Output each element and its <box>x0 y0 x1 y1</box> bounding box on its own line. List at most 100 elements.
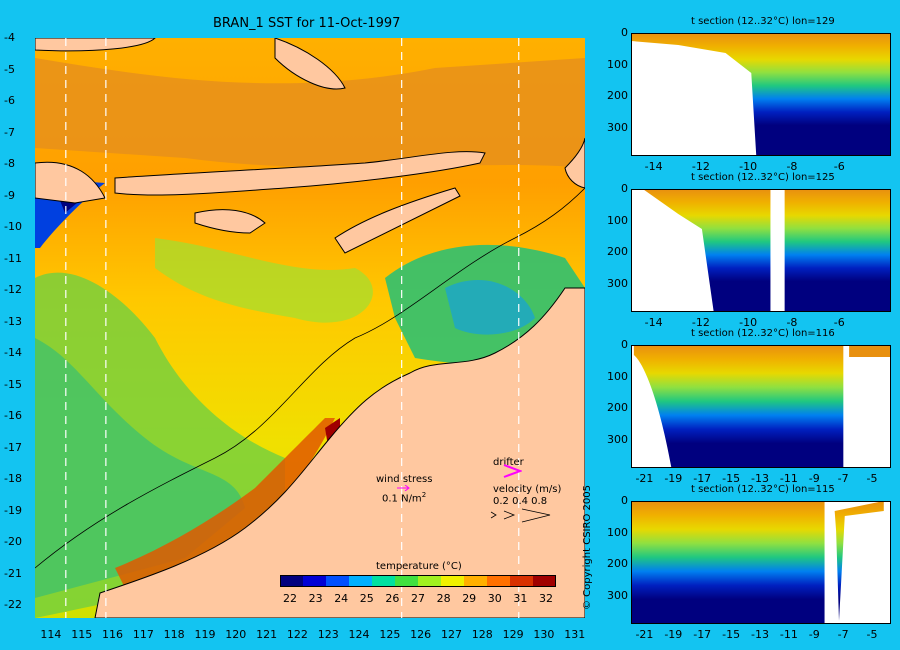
lat-tick-label: -11 <box>4 251 22 265</box>
section-plot <box>631 501 891 624</box>
velocity-label: velocity (m/s) <box>493 484 562 495</box>
lat-tick-label: -9 <box>808 472 820 485</box>
lat-tick-label: -15 <box>4 377 22 391</box>
lat-tick-label: -17 <box>693 628 712 641</box>
lat-tick-label: -13 <box>751 472 769 485</box>
lat-tick-label: -13 <box>751 628 769 641</box>
lat-tick-label: -16 <box>4 409 22 423</box>
lat-tick-label: -7 <box>837 628 849 641</box>
island-timor <box>334 187 461 254</box>
lon-tick-label: 128 <box>471 628 493 641</box>
colorbar-tick-label: 29 <box>462 592 477 605</box>
depth-tick-label: 300 <box>607 276 628 290</box>
colorbar-tick-label: 31 <box>513 592 528 605</box>
section-plot <box>631 345 891 468</box>
colorbar-title: temperature (°C) <box>376 561 462 572</box>
lat-tick-label: -19 <box>664 472 683 485</box>
island-sumba <box>194 209 266 234</box>
lon-tick-label: 118 <box>163 628 185 641</box>
lat-tick-label: -7 <box>4 125 15 139</box>
wind-stress-unit: 0.1 N/m2 <box>382 491 427 505</box>
lat-tick-label: -19 <box>664 628 683 641</box>
depth-tick-label: 100 <box>607 213 628 227</box>
depth-tick-label: 0 <box>621 494 628 507</box>
lat-tick-label: -14 <box>4 346 22 360</box>
colorbar-tick-label: 27 <box>411 592 425 605</box>
lat-tick-label: -14 <box>644 316 663 329</box>
section-lines <box>65 38 520 618</box>
lon-tick-label: 116 <box>102 628 124 641</box>
lat-tick-label: -18 <box>4 472 22 486</box>
colorbar-swatch <box>349 575 373 587</box>
island-lesser-sunda <box>114 151 486 196</box>
lat-tick-label: -5 <box>866 472 878 485</box>
lon-tick-label: 127 <box>440 628 462 641</box>
lat-tick-label: -9 <box>808 628 820 641</box>
lat-tick-label: -22 <box>4 598 22 612</box>
lat-tick-label: -20 <box>4 535 22 549</box>
colorbar-tick-label: 23 <box>308 592 323 605</box>
colorbar-tick-label: 26 <box>385 592 400 605</box>
depth-tick-label: 100 <box>607 369 628 383</box>
lat-tick-label: -11 <box>779 628 798 641</box>
drifter-arrow <box>503 464 522 478</box>
shelf-contour <box>35 187 585 569</box>
depth-tick-label: 300 <box>607 432 628 446</box>
colorbar-swatch <box>464 575 488 587</box>
section-patch <box>849 345 891 357</box>
lat-tick-label: -19 <box>4 503 22 517</box>
wind-stress-arrow <box>397 485 410 491</box>
lat-tick-label: -11 <box>779 472 798 485</box>
colorbar-swatch <box>372 575 396 587</box>
colorbar <box>280 575 556 587</box>
colorbar-swatch <box>326 575 350 587</box>
depth-tick-label: 200 <box>607 89 628 103</box>
colorbar-swatch <box>487 575 511 587</box>
island-sulawesi <box>35 38 156 52</box>
depth-tick-label: 300 <box>607 120 628 134</box>
island-flores <box>274 38 346 90</box>
lat-tick-label: -5 <box>866 628 878 641</box>
colorbar-swatch <box>533 575 556 587</box>
lat-tick-label: -17 <box>693 472 712 485</box>
colorbar-tick-label: 22 <box>283 592 297 605</box>
lon-tick-label: 122 <box>286 628 308 641</box>
lat-tick-label: -15 <box>722 628 741 641</box>
depth-tick-label: 100 <box>607 57 628 71</box>
lat-tick-label: -21 <box>635 628 654 641</box>
warm-band <box>35 58 585 168</box>
colorbar-swatch <box>510 575 534 587</box>
colorbar-tick-label: 24 <box>334 592 349 605</box>
colorbar-tick-label: 25 <box>359 592 374 605</box>
australia-land <box>94 287 585 618</box>
colorbar-swatch <box>280 575 304 587</box>
colorbar-swatch <box>303 575 327 587</box>
lat-tick-label: -12 <box>691 316 710 329</box>
lon-tick-label: 120 <box>225 628 247 641</box>
depth-tick-label: 200 <box>607 557 628 571</box>
lon-tick-label: 129 <box>502 628 524 641</box>
lat-tick-label: -10 <box>739 316 758 329</box>
lat-tick-label: -6 <box>833 160 845 173</box>
colorbar-swatch <box>418 575 442 587</box>
lon-tick-label: 119 <box>194 628 216 641</box>
lat-tick-label: -8 <box>4 157 15 171</box>
copyright-notice: © Copyright CSIRO 2005 <box>582 485 593 610</box>
lon-tick-label: 117 <box>132 628 154 641</box>
green-patches <box>155 238 373 323</box>
lat-tick-label: -6 <box>4 94 15 108</box>
island-java <box>35 161 106 204</box>
lat-tick-label: -10 <box>739 160 758 173</box>
section-plot <box>631 189 891 312</box>
lat-tick-label: -7 <box>837 472 849 485</box>
lat-tick-label: -4 <box>4 31 15 44</box>
drifter-label: drifter <box>493 457 524 468</box>
temperature-section <box>631 33 891 156</box>
lat-tick-label: -10 <box>4 220 22 234</box>
depth-tick-label: 100 <box>607 525 628 539</box>
lon-tick-label: 131 <box>564 628 586 641</box>
depth-tick-label: 200 <box>607 401 628 415</box>
lat-tick-label: -21 <box>635 472 654 485</box>
depth-tick-label: 0 <box>621 182 628 195</box>
depth-tick-label: 300 <box>607 588 628 602</box>
